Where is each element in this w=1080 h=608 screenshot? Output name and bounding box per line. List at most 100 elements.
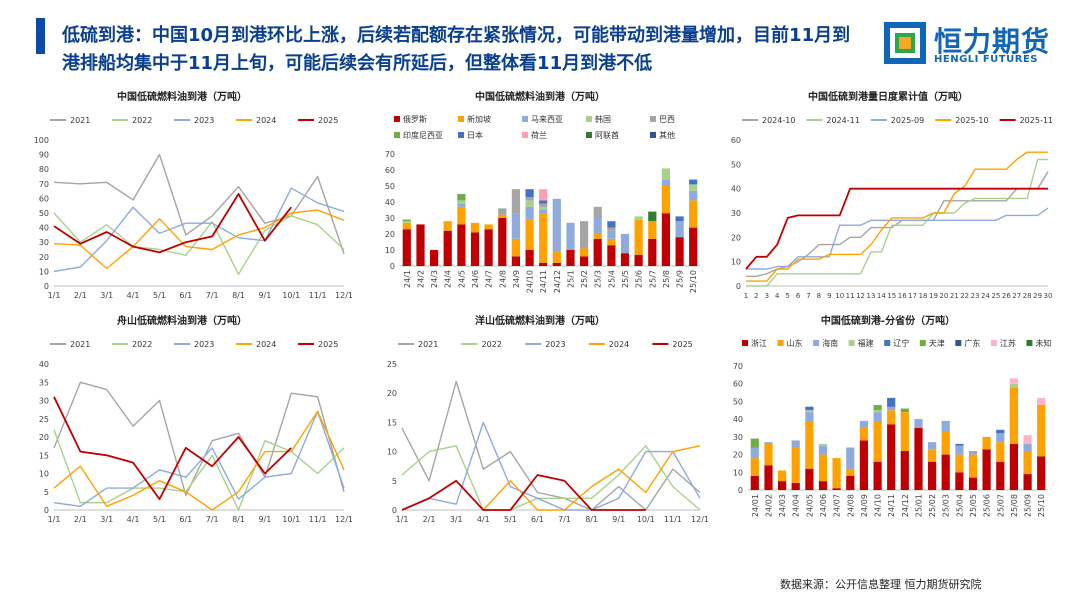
bar-segment-7-21 xyxy=(1037,397,1046,405)
x-tick-label-7: 24/08 xyxy=(846,494,855,517)
x-tick-label-16: 17 xyxy=(908,292,917,300)
series-line-1 xyxy=(53,212,345,275)
x-tick-label-3: 4 xyxy=(775,292,780,300)
x-tick-label-17: 25/06 xyxy=(983,494,992,517)
bar-segment-0-11 xyxy=(900,451,909,490)
legend-label-1: 2022 xyxy=(132,116,152,125)
bar-segment-1-14 xyxy=(941,431,950,455)
logo-text-en: HENGLI FUTURES xyxy=(934,54,1038,65)
x-tick-label-1: 2/1 xyxy=(423,515,436,524)
bar-segment-0-20 xyxy=(1023,474,1032,490)
x-tick-label-21: 25/10 xyxy=(689,270,698,293)
legend-label-2: 2023 xyxy=(194,340,214,349)
bar-segment-3-17 xyxy=(634,216,643,220)
legend-label-9: 其他 xyxy=(659,130,675,140)
series-line-1 xyxy=(746,158,1048,287)
bar-segment-0-4 xyxy=(457,224,466,266)
x-tick-label-8: 24/09 xyxy=(860,494,869,517)
legend-swatch-8 xyxy=(586,132,592,138)
y-tick-label-6: 60 xyxy=(733,380,743,389)
x-tick-label-4: 5/1 xyxy=(153,515,166,524)
bar-segment-1-5 xyxy=(818,454,828,482)
legend-swatch-0 xyxy=(742,340,748,346)
x-tick-label-7: 8/1 xyxy=(232,291,245,300)
bar-segment-1-9 xyxy=(525,219,534,250)
bar-segment-2-9 xyxy=(525,206,534,220)
x-tick-label-2: 3 xyxy=(765,292,769,300)
bar-segment-1-3 xyxy=(443,221,452,231)
y-tick-label-2: 20 xyxy=(731,233,741,242)
legend-label-7: 江苏 xyxy=(1000,338,1016,348)
header: 低硫到港：中国10月到港环比上涨，后续若配额存在紧张情况，可能带动到港量增加，目… xyxy=(0,0,1080,82)
x-tick-label-26: 27 xyxy=(1012,292,1021,300)
y-tick-label-6: 60 xyxy=(731,136,741,145)
x-tick-label-1: 24/2 xyxy=(416,270,425,288)
bar-segment-1-16 xyxy=(968,454,978,478)
x-tick-label-24: 25 xyxy=(991,292,1000,300)
x-tick-label-27: 28 xyxy=(1023,292,1032,300)
bar-segment-0-0 xyxy=(402,229,411,266)
legend-swatch-6 xyxy=(955,340,962,346)
y-tick-label-5: 50 xyxy=(385,182,395,191)
bar-segment-2-16 xyxy=(968,451,978,455)
bar-segment-0-10 xyxy=(539,262,548,266)
bar-segment-0-17 xyxy=(982,449,991,490)
legend-label-0: 2021 xyxy=(70,340,90,349)
bar-segment-0-0 xyxy=(750,475,759,490)
x-tick-label-11: 12/1 xyxy=(335,291,352,300)
y-tick-label-4: 20 xyxy=(387,389,397,398)
bar-segment-0-13 xyxy=(580,256,589,266)
bar-segment-2-20 xyxy=(675,221,684,238)
x-tick-label-2: 3/1 xyxy=(100,515,113,524)
bar-segment-0-7 xyxy=(498,218,507,266)
x-tick-label-14: 15 xyxy=(887,292,896,300)
legend-label-1: 2022 xyxy=(482,340,502,349)
bar-segment-5-11 xyxy=(900,408,909,412)
x-tick-label-0: 1/1 xyxy=(48,291,61,300)
series-line-3 xyxy=(53,209,345,270)
legend-label-8: 阿联酋 xyxy=(595,130,619,140)
bar-segment-3-4 xyxy=(805,410,814,413)
x-tick-label-8: 9/1 xyxy=(612,515,625,524)
y-tick-label-1: 5 xyxy=(44,488,49,497)
chart-panel-daily-cumulative: 中国低硫到港量日度累计值（万吨） 2024-10 2024-11 2025-09 202… xyxy=(718,84,1058,306)
bar-segment-1-10 xyxy=(887,410,896,425)
bar-segment-2-18 xyxy=(996,433,1005,443)
y-tick-label-2: 20 xyxy=(385,230,395,239)
bar-segment-1-18 xyxy=(996,442,1005,462)
legend-swatch-5 xyxy=(394,132,400,138)
bar-segment-1-6 xyxy=(832,458,841,489)
bar-segment-2-12 xyxy=(914,419,923,428)
x-tick-label-12: 25/1 xyxy=(566,270,575,288)
legend-label-6: 日本 xyxy=(467,130,483,140)
bar-segment-3-19 xyxy=(661,168,670,180)
y-tick-label-1: 10 xyxy=(39,267,49,276)
y-tick-label-1: 10 xyxy=(385,246,395,255)
y-tick-label-2: 20 xyxy=(39,253,49,262)
legend-swatch-3 xyxy=(586,116,592,122)
x-tick-label-5: 6/1 xyxy=(179,291,192,300)
bar-segment-4-10 xyxy=(887,397,896,407)
bar-segment-0-14 xyxy=(593,238,602,266)
series-line-0 xyxy=(53,153,345,255)
chart-title: 中国低硫到港-分省份（万吨） xyxy=(821,314,955,327)
y-tick-label-2: 10 xyxy=(387,448,397,457)
x-tick-label-8: 24/9 xyxy=(512,270,521,288)
bar-segment-3-0 xyxy=(402,221,411,223)
y-tick-label-8: 80 xyxy=(39,165,49,174)
x-tick-label-4: 5/1 xyxy=(153,291,166,300)
bar-segment-0-8 xyxy=(511,256,520,266)
bar-segment-1-6 xyxy=(484,224,493,230)
bar-segment-0-11 xyxy=(552,262,561,266)
bar-segment-7-19 xyxy=(1009,378,1018,384)
y-tick-label-0: 0 xyxy=(736,282,741,291)
x-tick-label-11: 12 xyxy=(856,292,865,300)
series-line-4 xyxy=(53,193,293,254)
legend-label-4: 辽宁 xyxy=(893,338,909,348)
series-line-4 xyxy=(401,474,646,511)
legend-label-2: 马来西亚 xyxy=(531,115,563,124)
x-tick-label-0: 1/1 xyxy=(396,515,409,524)
series-line-4 xyxy=(745,187,1048,270)
bar-segment-2-8 xyxy=(511,213,520,239)
legend-swatch-2 xyxy=(813,340,820,346)
